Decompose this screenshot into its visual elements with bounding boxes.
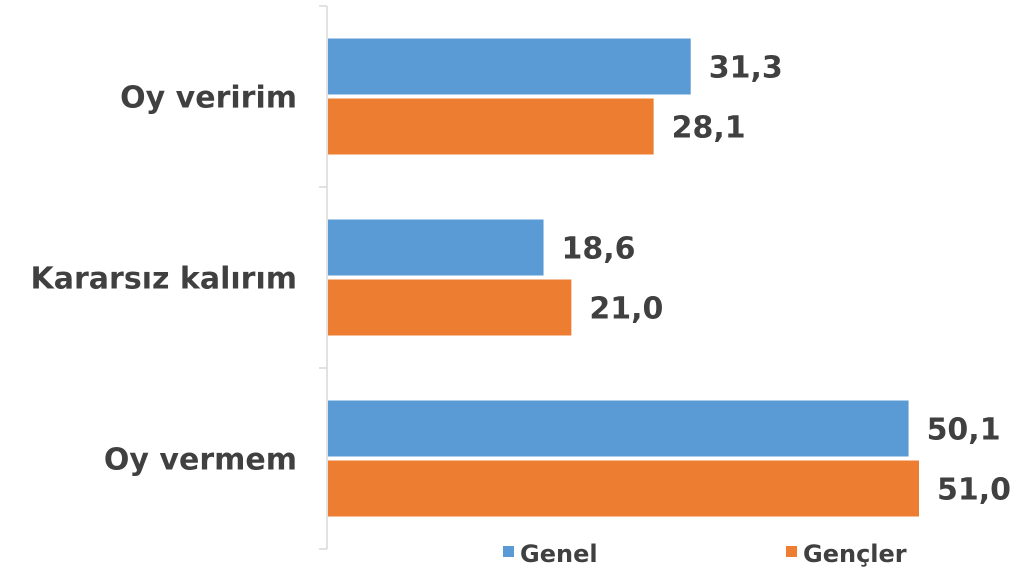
legend: Genel Gençler	[503, 540, 907, 568]
category-label: Kararsız kalırım	[31, 262, 297, 297]
data-label: 51,0	[937, 473, 1011, 508]
bars	[328, 38, 919, 517]
legend-swatch	[786, 546, 797, 557]
bar-gencler	[328, 98, 654, 155]
category-labels: Oy veririm Kararsız kalırım Oy vermem	[31, 81, 297, 478]
bar-gencler	[328, 279, 572, 336]
legend-label: Gençler	[803, 540, 907, 568]
data-label: 31,3	[709, 51, 783, 86]
category-label: Oy veririm	[120, 81, 297, 116]
value-labels: 31,3 28,1 18,6 21,0 50,1 51,0	[562, 51, 1011, 508]
legend-swatch	[503, 546, 514, 557]
data-label: 18,6	[562, 232, 636, 267]
bar-gencler	[328, 460, 919, 517]
bar-genel	[328, 38, 691, 95]
legend-label: Genel	[520, 540, 598, 568]
bar-genel	[328, 400, 909, 457]
bar-genel	[328, 219, 544, 276]
data-label: 50,1	[927, 413, 1001, 448]
category-label: Oy vermem	[104, 443, 297, 478]
data-label: 21,0	[589, 292, 663, 327]
data-label: 28,1	[672, 111, 746, 146]
axis-layer	[319, 5, 328, 550]
